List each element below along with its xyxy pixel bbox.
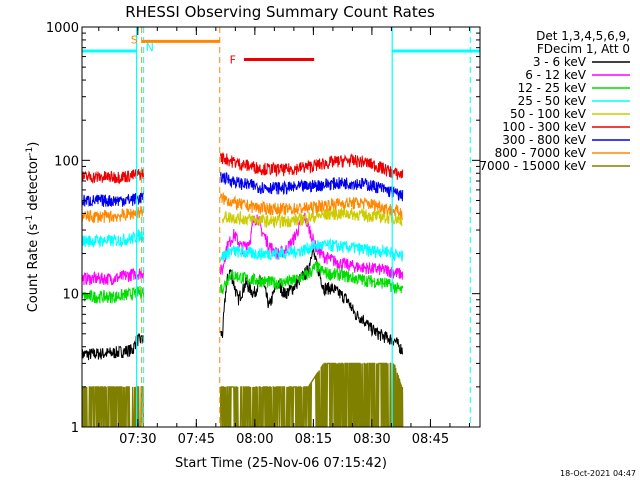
x-tick-label-5: 08:45 [412, 432, 449, 447]
series-300-800-kev [82, 172, 404, 208]
night-label: N [146, 41, 154, 54]
legend-label-2: 12 - 25 keV [518, 81, 587, 95]
y-tick-label-2: 100 [54, 154, 79, 169]
series-25-50-kev [82, 228, 404, 262]
x-tick-label-3: 08:15 [295, 432, 332, 447]
series-12-25-kev [82, 261, 404, 304]
y-tick-label-1: 10 [62, 288, 79, 303]
legend-label-5: 100 - 300 keV [502, 120, 586, 134]
legend: Det 1,3,4,5,6,9, FDecim 1, Att 0 3 - 6 k… [479, 29, 630, 173]
y-tick-label-3: 1000 [46, 21, 79, 36]
plot-frame [81, 26, 481, 428]
legend-label-6: 300 - 800 keV [502, 133, 586, 147]
footer-timestamp: 18-Oct-2021 04:47 [560, 469, 636, 478]
legend-label-8: 7000 - 15000 keV [479, 159, 586, 173]
y-axis-label-part1: Count Rate (s [26, 224, 41, 313]
legend-label-0: 3 - 6 keV [533, 55, 587, 69]
y-axis-label: Count Rate (s-1 detector-1) [25, 142, 41, 313]
x-tick-label-4: 08:30 [353, 432, 390, 447]
series-800-7000-kev [82, 192, 403, 224]
legend-header-1: Det 1,3,4,5,6,9, [536, 29, 630, 43]
x-axis-label: Start Time (25-Nov-06 07:15:42) [175, 456, 387, 471]
series-100-300-kev [82, 152, 404, 185]
series-6-12-kev [82, 212, 404, 286]
legend-header-2: FDecim 1, Att 0 [537, 42, 630, 56]
flare-label: F [230, 54, 236, 67]
y-axis-label-part2: detector [26, 155, 41, 215]
saa-label: S [131, 33, 138, 46]
legend-label-4: 50 - 100 keV [510, 107, 587, 121]
y-axis-label-sup1: -1 [25, 215, 35, 224]
x-tick-label-1: 07:45 [178, 432, 215, 447]
x-tick-label-2: 08:00 [236, 432, 273, 447]
plot-area [82, 27, 480, 427]
chart-title: RHESSI Observing Summary Count Rates [125, 3, 435, 21]
y-tick-label-0: 1 [71, 421, 79, 436]
legend-label-7: 800 - 7000 keV [495, 146, 587, 160]
series-3-6-kev [82, 247, 404, 362]
y-axis-label-part3: ) [26, 142, 41, 147]
y-axis-label-sup2: -1 [25, 147, 35, 156]
legend-label-3: 25 - 50 keV [518, 94, 587, 108]
legend-label-1: 6 - 12 keV [525, 68, 587, 82]
series-7000-15000-kev [82, 362, 404, 427]
axes: 07:30 07:45 08:00 08:15 08:30 08:45 1 10 100 1000 [46, 21, 480, 447]
x-tick-label-0: 07:30 [119, 432, 156, 447]
